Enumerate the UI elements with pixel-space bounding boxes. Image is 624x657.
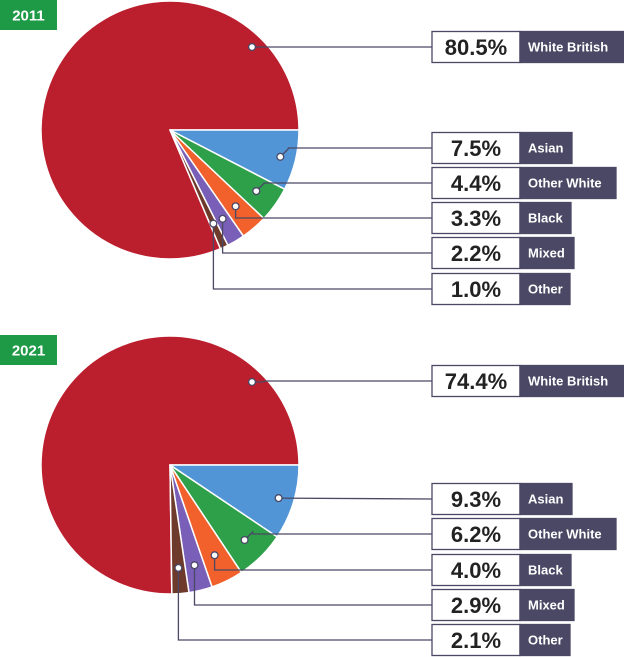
value-label: 2.9% <box>451 593 501 618</box>
category-box <box>519 201 572 235</box>
category-label: White British <box>528 374 608 389</box>
slices <box>40 335 300 595</box>
leader-line <box>244 530 432 541</box>
slice-other <box>169 464 190 595</box>
value-box <box>431 482 521 516</box>
leader-dot <box>240 535 249 545</box>
value-label: 4.4% <box>451 171 501 196</box>
value-box <box>431 166 521 200</box>
category-box <box>519 588 575 622</box>
value-box <box>431 236 521 270</box>
leader-dot <box>174 563 183 572</box>
year-badge-bg <box>0 0 57 30</box>
year-badge-bg <box>0 335 57 365</box>
category-box <box>519 482 573 516</box>
label-other-white: 6.2% Other White <box>240 517 617 551</box>
category-label: Other White <box>528 527 602 542</box>
value-box <box>431 201 521 235</box>
leader-dot <box>247 377 257 387</box>
category-box <box>519 236 575 270</box>
category-box <box>519 517 617 551</box>
category-label: Asian <box>528 141 563 156</box>
label-asian: 7.5% Asian <box>276 131 573 165</box>
year-label: 2011 <box>12 8 45 25</box>
leader-line <box>252 380 432 383</box>
value-label: 4.0% <box>451 558 501 583</box>
leader-dot <box>231 202 240 211</box>
leader-line <box>212 223 432 290</box>
leader-dot <box>247 42 257 52</box>
slices <box>40 0 300 260</box>
leader-line <box>193 565 432 606</box>
leader-dot <box>218 214 227 223</box>
value-box <box>431 364 521 398</box>
label-mixed: 2.9% Mixed <box>190 561 575 622</box>
category-label: Mixed <box>528 246 565 261</box>
leader-line <box>278 497 433 500</box>
pie-chart-2011: 2011 80.5% White British 7.5% Asian 4.4% Other… <box>0 0 624 306</box>
leader-line <box>221 218 432 254</box>
value-label: 6.2% <box>451 522 501 547</box>
category-label: Other <box>528 633 563 648</box>
slice-other <box>169 129 229 250</box>
leader-line <box>177 567 432 641</box>
leader-line <box>213 555 432 571</box>
label-black: 3.3% Black <box>231 201 572 235</box>
value-label: 3.3% <box>451 206 501 231</box>
category-box <box>519 131 573 165</box>
leader-line <box>255 182 432 192</box>
slice-white-british <box>40 335 300 595</box>
category-box <box>519 623 571 657</box>
year-badge: 2011 <box>0 0 57 30</box>
year-label: 2021 <box>12 343 45 360</box>
category-box <box>519 30 624 64</box>
category-label: Other White <box>528 176 602 191</box>
category-box <box>519 272 571 306</box>
value-label: 2.1% <box>451 628 501 653</box>
label-white-british: 80.5% White British <box>247 30 624 64</box>
label-other: 1.0% Other <box>209 219 571 306</box>
pie-chart-2021: 2021 74.4% White British 9.3% Asian 6.2% Other… <box>0 335 624 657</box>
category-box <box>519 166 617 200</box>
leader-line <box>279 147 432 158</box>
category-label: Black <box>528 211 563 226</box>
leader-dot <box>276 152 285 161</box>
category-label: White British <box>528 40 608 55</box>
category-box <box>519 364 624 398</box>
label-black: 4.0% Black <box>210 551 572 587</box>
value-box <box>431 131 521 165</box>
value-label: 2.2% <box>451 241 501 266</box>
category-label: Black <box>528 563 563 578</box>
label-mixed: 2.2% Mixed <box>218 214 575 270</box>
leader-dot <box>190 561 199 570</box>
value-label: 7.5% <box>451 136 501 161</box>
value-label: 1.0% <box>451 277 501 302</box>
label-other-white: 4.4% Other White <box>252 166 617 200</box>
label-asian: 9.3% Asian <box>274 482 573 516</box>
leader-dot <box>210 551 219 560</box>
value-label: 74.4% <box>445 369 507 394</box>
category-label: Asian <box>528 492 563 507</box>
label-other: 2.1% Other <box>174 563 571 657</box>
leader-dot <box>209 219 218 228</box>
value-label: 80.5% <box>445 35 507 60</box>
label-white-british: 74.4% White British <box>247 364 624 398</box>
category-label: Other <box>528 282 563 297</box>
leader-dot <box>252 187 261 196</box>
value-box <box>431 517 521 551</box>
category-label: Mixed <box>528 598 565 613</box>
leader-dot <box>274 494 283 503</box>
slice-asian <box>169 464 300 538</box>
year-badge: 2021 <box>0 335 57 365</box>
category-box <box>519 553 572 587</box>
value-label: 9.3% <box>451 487 501 512</box>
